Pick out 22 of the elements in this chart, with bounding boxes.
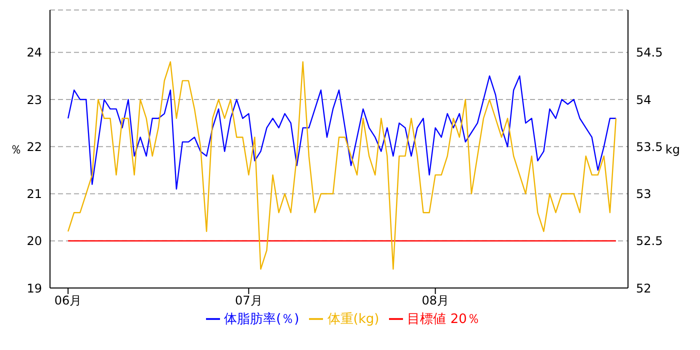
y2-tick-label: 53	[636, 187, 652, 202]
y2-tick-label: 53.5	[636, 140, 663, 154]
y-tick-label: 22	[26, 140, 42, 154]
x-tick-label: 07月	[235, 294, 262, 308]
x-tick-label: 06月	[54, 294, 82, 308]
y2-tick-label: 54	[636, 92, 652, 107]
legend-label: 体脂肪率(％)	[224, 312, 300, 327]
y2-tick-label: 54.5	[636, 46, 663, 60]
y-tick-label: 23	[26, 92, 42, 107]
y-tick-label: 20	[26, 234, 42, 248]
y-axis-title: ％	[10, 142, 22, 156]
line-series	[67, 61, 617, 270]
y2-axis-title: kg	[665, 142, 680, 156]
y2-tick-label: 52	[636, 281, 652, 296]
legend-label: 体重(kg)	[327, 312, 380, 327]
y-tick-label: 19	[26, 281, 42, 296]
y-tick-label: 24	[26, 46, 42, 60]
y-tick-label: 21	[26, 187, 42, 202]
legend-label: 目標値 20％	[407, 312, 480, 327]
line-series	[67, 75, 617, 190]
y2-tick-label: 52.5	[636, 234, 663, 248]
x-tick-label: 08月	[422, 294, 449, 308]
